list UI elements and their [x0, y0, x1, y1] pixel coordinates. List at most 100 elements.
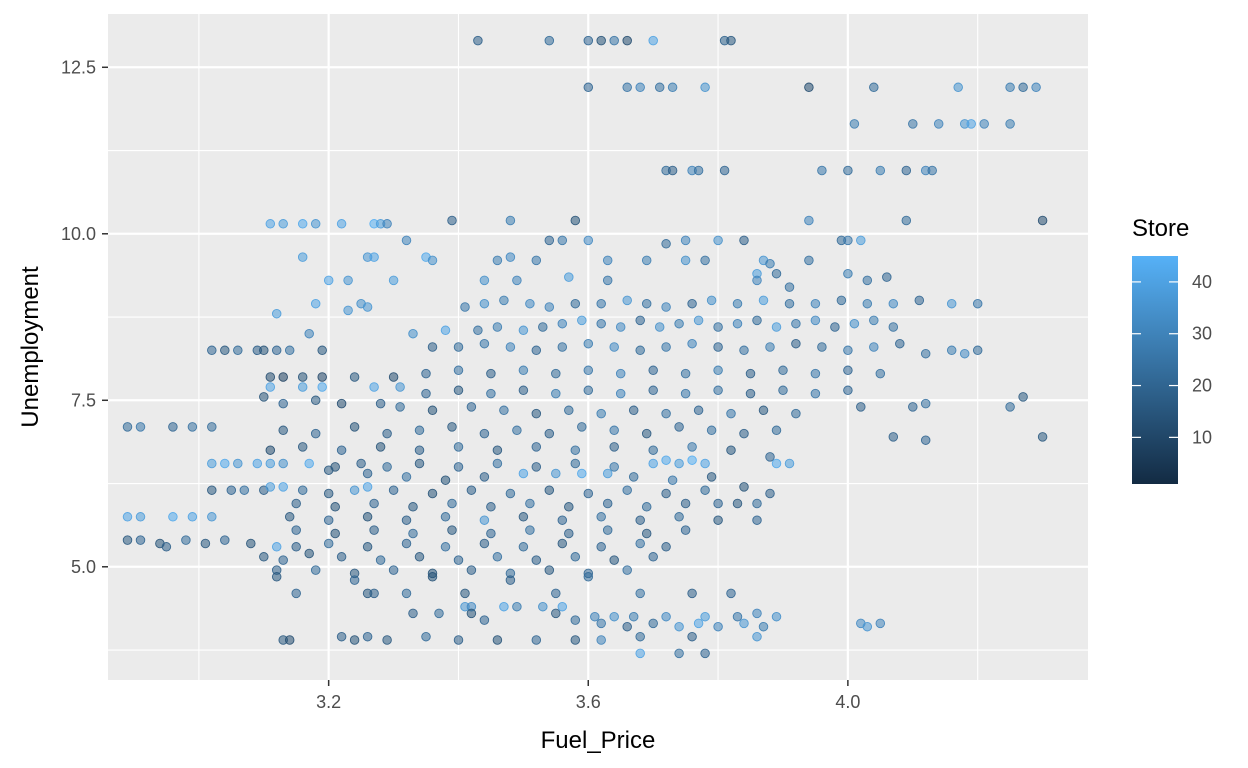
data-point	[239, 485, 250, 495]
data-point	[375, 555, 386, 565]
data-point	[362, 302, 373, 312]
data-point	[856, 235, 866, 246]
data-point	[369, 588, 379, 599]
data-point	[745, 388, 756, 399]
data-point	[602, 525, 613, 535]
data-point	[635, 515, 645, 525]
data-point	[752, 608, 762, 619]
data-point	[440, 512, 451, 522]
data-point	[278, 372, 288, 382]
data-point	[765, 488, 775, 499]
y-tick-label: 7.5	[71, 390, 96, 410]
data-point	[486, 368, 496, 379]
data-point	[862, 275, 873, 286]
data-point	[512, 425, 522, 436]
data-point	[323, 515, 334, 525]
data-point	[259, 345, 269, 356]
data-point	[628, 472, 639, 482]
data-point	[596, 542, 606, 552]
data-point	[583, 488, 594, 499]
data-point	[271, 308, 282, 319]
data-point	[700, 485, 710, 495]
data-point	[466, 565, 477, 575]
data-point	[518, 365, 529, 376]
data-point	[920, 348, 931, 359]
data-point	[700, 82, 710, 93]
data-point	[473, 35, 483, 46]
data-point	[1005, 119, 1015, 129]
data-point	[401, 472, 412, 482]
data-point	[804, 215, 814, 226]
data-point	[700, 255, 710, 266]
data-point	[908, 119, 918, 129]
y-tick-label: 5.0	[71, 557, 96, 577]
data-point	[771, 268, 782, 279]
data-point	[726, 408, 736, 419]
data-point	[732, 318, 743, 329]
data-point	[336, 219, 347, 229]
data-point	[492, 255, 503, 266]
data-point	[278, 425, 288, 436]
data-point	[278, 482, 288, 492]
data-point	[525, 498, 535, 509]
data-point	[583, 235, 594, 246]
data-point	[297, 252, 308, 262]
data-point	[628, 611, 639, 622]
data-point	[609, 425, 619, 436]
data-point	[771, 425, 782, 436]
data-point	[401, 538, 412, 549]
data-point	[1005, 402, 1015, 412]
data-point	[317, 345, 327, 356]
data-point	[570, 635, 581, 645]
data-point	[693, 165, 704, 176]
data-point	[395, 402, 405, 412]
data-point	[908, 402, 918, 412]
data-point	[421, 368, 431, 379]
data-point	[609, 342, 619, 352]
data-point	[713, 498, 723, 509]
data-point	[602, 275, 613, 286]
data-point	[706, 295, 717, 306]
data-point	[622, 295, 632, 306]
data-point	[882, 272, 892, 282]
data-point	[778, 365, 788, 376]
data-point	[674, 458, 684, 469]
data-point	[609, 35, 619, 46]
data-point	[784, 298, 795, 309]
data-point	[518, 468, 529, 479]
data-point	[693, 315, 704, 326]
data-point	[362, 512, 373, 522]
data-point	[349, 635, 360, 645]
data-point	[336, 445, 347, 455]
data-point	[505, 575, 516, 585]
data-point	[615, 368, 626, 379]
data-point	[447, 422, 457, 432]
data-point	[661, 455, 671, 465]
data-point	[713, 515, 723, 525]
data-point	[771, 322, 782, 332]
data-point	[492, 458, 503, 469]
data-point	[343, 305, 353, 316]
data-point	[622, 621, 632, 632]
data-point	[427, 488, 438, 499]
data-point	[531, 635, 542, 645]
data-point	[551, 468, 561, 479]
data-point	[551, 588, 561, 599]
data-point	[395, 382, 405, 392]
data-point	[719, 165, 730, 176]
data-point	[460, 588, 470, 599]
data-point	[661, 408, 671, 419]
data-point	[635, 588, 645, 599]
data-point	[726, 588, 736, 599]
data-point	[635, 648, 645, 659]
data-point	[265, 482, 276, 492]
data-point	[414, 552, 425, 562]
data-point	[596, 512, 606, 522]
data-point	[674, 512, 684, 522]
data-point	[732, 298, 743, 309]
data-point	[408, 328, 418, 339]
data-point	[284, 512, 295, 522]
data-point	[544, 235, 555, 246]
data-point	[810, 368, 821, 379]
